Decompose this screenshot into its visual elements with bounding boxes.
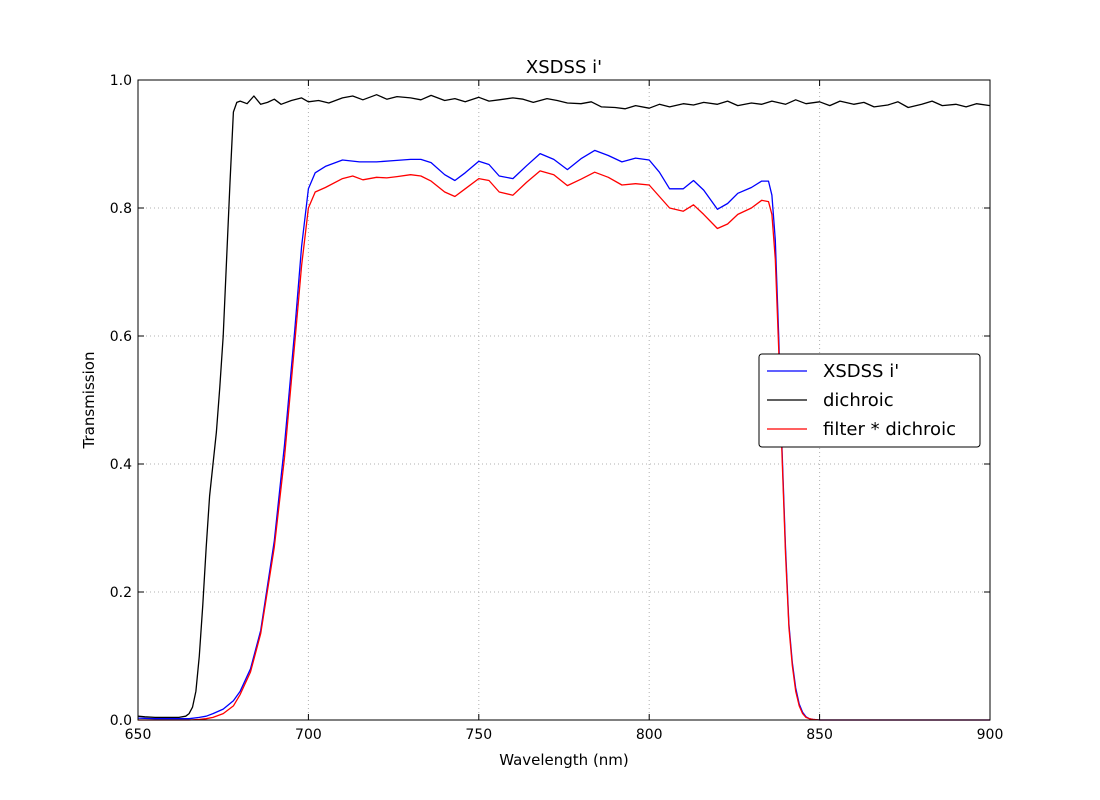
y-axis-title: Transmission: [80, 352, 98, 450]
y-tick-label: 0.4: [110, 457, 132, 473]
x-axis-title: Wavelength (nm): [499, 751, 629, 769]
x-tick-label: 750: [465, 727, 492, 743]
x-tick-label: 800: [636, 727, 663, 743]
axis-ticks: 650 700 750 800 850 900 0.0 0.2 0.4 0.6 0.8 1.0: [110, 73, 1004, 743]
y-tick-label: 0.2: [110, 585, 132, 601]
chart-title: XSDSS i': [526, 57, 602, 78]
series-line-dichroic: [137, 94, 991, 719]
plot-frame: [137, 79, 991, 721]
legend-label-dichroic: dichroic: [823, 390, 894, 411]
x-tick-label: 850: [806, 727, 833, 743]
series-lines: [137, 94, 991, 721]
x-tick-label: 700: [295, 727, 322, 743]
x-tick-label: 900: [977, 727, 1004, 743]
y-tick-label: 1.0: [110, 73, 132, 89]
y-tick-label: 0.6: [110, 329, 132, 345]
y-tick-label: 0.0: [110, 713, 132, 729]
series-line-filter-dichroic: [138, 170, 990, 721]
y-tick-label: 0.8: [110, 201, 132, 217]
legend: XSDSS i' dichroic filter * dichroic: [758, 353, 981, 448]
legend-label-filter-dichroic: filter * dichroic: [823, 419, 956, 440]
x-tick-label: 650: [125, 727, 152, 743]
legend-label-xsdss: XSDSS i': [823, 361, 899, 382]
legend-box: [758, 353, 981, 448]
